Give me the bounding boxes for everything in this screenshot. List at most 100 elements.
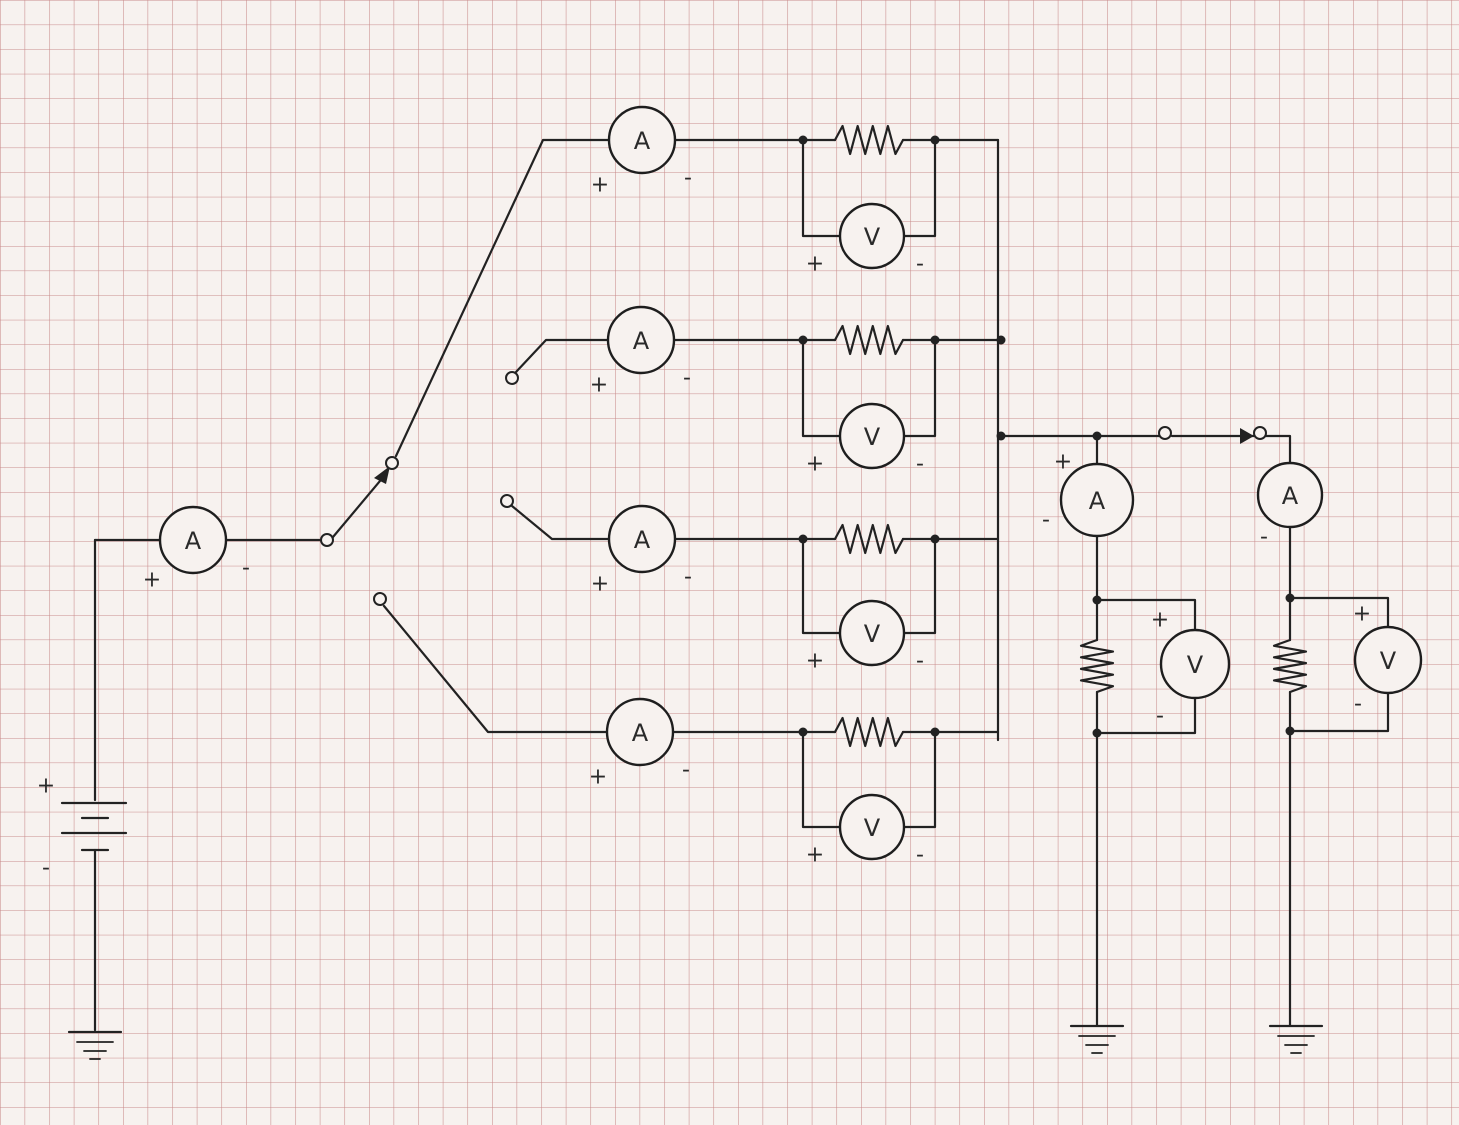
switch-blade <box>331 473 387 539</box>
ammeter-label: A <box>634 127 651 155</box>
wire <box>801 338 842 438</box>
plus-sign: + <box>591 173 609 198</box>
wire <box>1170 434 1292 467</box>
resistor-icon <box>833 523 905 555</box>
switch-contact <box>385 456 399 470</box>
junction-dot <box>798 727 808 737</box>
junction-dot <box>930 135 940 145</box>
minus-sign: - <box>916 649 924 674</box>
plus-sign: + <box>806 452 824 477</box>
switch-contact <box>373 592 387 606</box>
wire <box>902 138 937 238</box>
battery-icon <box>60 801 128 852</box>
wires <box>93 138 1390 1032</box>
ammeter-ring <box>158 505 228 575</box>
junction-dot <box>930 727 940 737</box>
plus-sign: + <box>591 572 609 597</box>
switch-contact <box>320 533 334 547</box>
resistor-icon <box>1272 638 1308 694</box>
plus-sign: + <box>806 649 824 674</box>
ammeter-icon: A <box>1059 462 1135 538</box>
voltmeter-label: V <box>864 814 881 842</box>
resistor-icon <box>1079 638 1115 694</box>
resistor-icon <box>833 716 905 748</box>
ammeter-icon: A <box>607 504 677 574</box>
ammeter-icon: A <box>1256 461 1324 529</box>
voltmeter-ring <box>838 202 906 270</box>
wire <box>902 537 937 635</box>
voltmeter-icon: V <box>838 202 906 270</box>
voltmeter-ring <box>838 793 906 861</box>
voltmeter-label: V <box>864 423 881 451</box>
ammeter-icon: A <box>158 505 228 575</box>
minus-sign: - <box>683 366 691 391</box>
ground-icon <box>1069 1024 1125 1054</box>
junction-dot <box>798 335 808 345</box>
voltmeter-ring <box>1353 625 1423 695</box>
junction-nodes <box>320 135 1295 738</box>
ammeter-label: A <box>634 526 651 554</box>
voltmeter-icon: V <box>838 599 906 667</box>
voltmeter-icon: V <box>1159 628 1231 700</box>
junction-dot <box>798 534 808 544</box>
voltmeter-ring <box>838 402 906 470</box>
switch-contact <box>500 494 514 508</box>
voltmeter-label: V <box>1380 647 1397 675</box>
minus-sign: - <box>684 565 692 590</box>
sources-and-grounds <box>60 428 1324 1060</box>
switch-contact <box>505 371 519 385</box>
junction-dot <box>1092 595 1102 605</box>
ammeter-label: A <box>1089 487 1106 515</box>
junction-dot <box>1092 431 1102 441</box>
ammeter-ring <box>607 105 677 175</box>
switch-contact <box>1158 426 1172 440</box>
ammeter-ring <box>1256 461 1324 529</box>
ammeter-ring <box>606 305 676 375</box>
ammeter-icon: A <box>605 697 675 767</box>
wire <box>510 504 611 541</box>
junction-dot <box>930 534 940 544</box>
plus-sign: + <box>1353 602 1371 627</box>
minus-sign: - <box>1042 508 1050 533</box>
ammeter-label: A <box>632 719 649 747</box>
wire <box>382 604 610 734</box>
ammeter-ring <box>607 504 677 574</box>
wire <box>514 338 611 374</box>
plus-sign: + <box>806 252 824 277</box>
wire <box>902 730 937 829</box>
ammeter-label: A <box>185 527 202 555</box>
plus-sign: + <box>590 373 608 398</box>
switch-arrow-icon <box>374 466 390 484</box>
minus-sign: - <box>242 556 250 581</box>
polarity-marks: + - + - + - + - + - + - + - + - + - + - + - + - - + - <box>37 166 1371 881</box>
wire <box>1288 596 1390 632</box>
junction-dot <box>1285 726 1295 736</box>
resistor-icon <box>833 124 905 156</box>
voltmeter-icon: V <box>1353 625 1423 695</box>
junction-dot <box>996 431 1006 441</box>
wire <box>1095 696 1197 735</box>
minus-sign: - <box>916 843 924 868</box>
ammeter-icon: A <box>607 105 677 175</box>
voltmeter-label: V <box>1187 651 1204 679</box>
minus-sign: - <box>1260 525 1268 550</box>
arrow-icon <box>1240 428 1254 444</box>
minus-sign: - <box>684 166 692 191</box>
voltmeter-ring <box>1159 628 1231 700</box>
plus-sign: + <box>37 774 55 799</box>
wire <box>1095 598 1197 632</box>
plus-sign: + <box>806 843 824 868</box>
wire <box>394 138 612 458</box>
minus-sign: - <box>682 758 690 783</box>
voltmeter-icon: V <box>838 793 906 861</box>
minus-sign: - <box>1354 692 1362 717</box>
ammeter-label: A <box>633 327 650 355</box>
ground-icon <box>67 1030 123 1060</box>
plus-sign: + <box>143 568 161 593</box>
minus-sign: - <box>916 452 924 477</box>
wire <box>801 537 842 635</box>
voltmeter-icon: V <box>838 402 906 470</box>
minus-sign: - <box>42 856 50 881</box>
wire <box>801 730 842 829</box>
